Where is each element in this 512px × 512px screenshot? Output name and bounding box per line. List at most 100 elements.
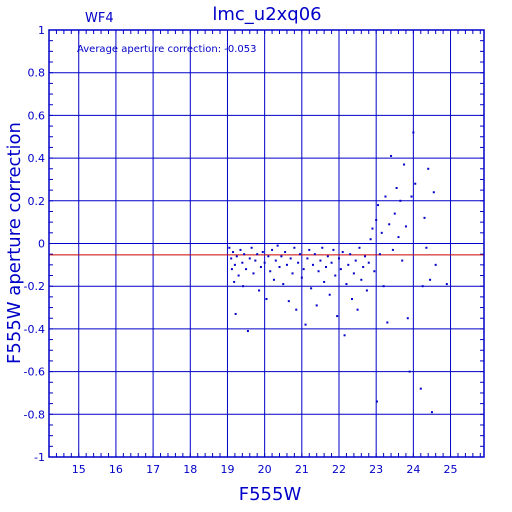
data-point xyxy=(272,278,275,281)
data-point xyxy=(243,253,246,256)
data-point xyxy=(386,321,389,324)
data-point xyxy=(423,216,426,219)
data-point xyxy=(382,285,385,288)
data-point xyxy=(274,259,277,262)
data-point xyxy=(343,334,346,337)
data-point xyxy=(412,131,415,134)
data-point xyxy=(310,287,313,290)
data-point xyxy=(295,308,298,311)
data-point xyxy=(278,265,281,268)
data-point xyxy=(421,285,424,288)
x-tick-label: 19 xyxy=(220,463,234,476)
data-point xyxy=(349,253,352,256)
data-point xyxy=(254,259,257,262)
data-point xyxy=(410,195,413,198)
data-point xyxy=(233,263,236,266)
data-point xyxy=(291,272,294,275)
data-point xyxy=(399,199,402,202)
data-point xyxy=(338,257,340,260)
x-tick-label: 23 xyxy=(369,463,383,476)
data-point xyxy=(358,246,361,249)
data-point xyxy=(351,298,354,301)
data-point xyxy=(328,293,331,296)
data-point xyxy=(230,257,233,260)
data-point xyxy=(432,191,435,194)
data-point xyxy=(265,298,268,301)
data-point xyxy=(434,263,437,266)
data-point xyxy=(367,261,370,264)
data-point xyxy=(252,272,255,275)
data-point xyxy=(419,387,422,390)
y-tick-label: 0.2 xyxy=(28,195,46,208)
data-point xyxy=(258,289,261,292)
data-point xyxy=(242,285,245,288)
data-point xyxy=(285,263,288,266)
x-axis-label: F555W xyxy=(239,484,302,505)
data-point xyxy=(230,268,233,271)
data-point xyxy=(306,257,309,260)
data-point xyxy=(373,270,376,273)
data-point xyxy=(408,370,411,373)
x-tick-label: 18 xyxy=(183,463,197,476)
data-point xyxy=(401,259,404,262)
data-point xyxy=(427,167,430,170)
data-point xyxy=(336,315,339,318)
data-point xyxy=(445,283,448,286)
x-tick-label: 22 xyxy=(332,463,346,476)
data-point xyxy=(332,248,335,251)
y-tick-label: 0.8 xyxy=(28,67,46,80)
x-tick-labels: 15 16 17 18 19 20 21 22 23 24 25 xyxy=(72,463,458,476)
data-point xyxy=(326,255,329,258)
data-point xyxy=(276,244,279,247)
data-point xyxy=(261,251,264,254)
chart-title: lmc_u2xq06 xyxy=(212,4,321,25)
data-point xyxy=(364,255,367,258)
x-tick-label: 21 xyxy=(295,463,309,476)
data-point xyxy=(246,330,249,333)
data-point xyxy=(429,278,432,281)
x-tick-label: 16 xyxy=(109,463,123,476)
chart-subtitle: WF4 xyxy=(85,11,114,26)
data-point xyxy=(269,270,272,273)
data-point xyxy=(384,195,387,198)
x-tick-label: 17 xyxy=(146,463,160,476)
y-tick-label: -0.8 xyxy=(24,408,45,421)
data-point xyxy=(233,280,236,283)
y-axis-label: F555W aperture correction xyxy=(4,122,25,364)
y-tick-label: -0.4 xyxy=(24,323,45,336)
data-point xyxy=(317,270,320,273)
data-point xyxy=(248,257,251,260)
x-tick-label: 24 xyxy=(406,463,420,476)
data-point xyxy=(293,246,296,249)
data-point xyxy=(256,253,259,256)
plot-frame xyxy=(48,29,485,458)
data-point xyxy=(354,259,357,262)
data-point xyxy=(365,289,368,292)
y-tick-label: 0.4 xyxy=(28,152,46,165)
data-point xyxy=(300,276,303,279)
data-point xyxy=(232,251,235,254)
data-point xyxy=(388,223,391,226)
data-point xyxy=(369,238,372,241)
data-points xyxy=(228,131,448,414)
data-point xyxy=(250,246,253,249)
data-point xyxy=(313,253,316,256)
data-point xyxy=(297,261,300,264)
data-point xyxy=(284,251,287,254)
data-point xyxy=(235,255,238,258)
data-point xyxy=(404,225,407,228)
data-point xyxy=(241,261,244,264)
y-tick-label: 0 xyxy=(38,238,45,251)
data-point xyxy=(287,300,290,303)
data-point xyxy=(308,248,311,251)
data-point xyxy=(347,263,350,266)
y-tick-label: -1 xyxy=(34,451,45,464)
data-point xyxy=(371,227,374,230)
data-point xyxy=(375,219,378,222)
data-point xyxy=(259,265,262,268)
data-point xyxy=(267,255,270,258)
y-tick-label: 1 xyxy=(38,24,45,37)
data-point xyxy=(414,182,417,185)
data-point xyxy=(304,323,307,326)
data-point xyxy=(341,251,344,254)
